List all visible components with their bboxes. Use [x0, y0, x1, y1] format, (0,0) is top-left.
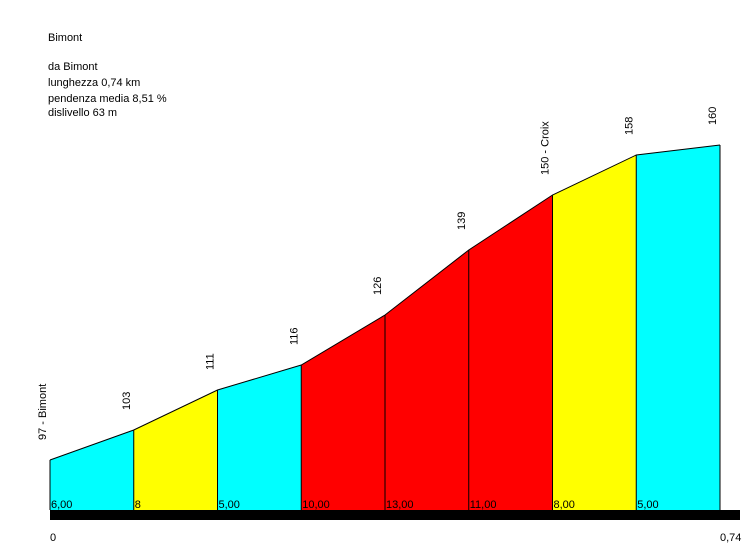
profile-line	[49, 144, 721, 461]
segment-area-5	[385, 250, 469, 510]
segment-area-8	[636, 145, 720, 510]
distance-axis-bar	[50, 510, 740, 520]
length-label: lunghezza 0,74 km	[48, 77, 141, 89]
gradient-label-8: 5,00	[637, 499, 658, 511]
segment-area-6	[468, 195, 553, 510]
altitude-label-8: 158	[623, 117, 635, 135]
profile-title: Bimont	[48, 32, 83, 44]
altitude-label-6: 139	[456, 212, 468, 230]
segment-area-7	[552, 155, 637, 510]
gradient-label-2: 8	[135, 499, 141, 511]
gradient-label-5: 13,00	[386, 499, 414, 511]
altitude-label-7: 150 - Croix	[540, 121, 552, 175]
avg-gradient-label: pendenza media 8,51 %	[48, 93, 167, 105]
altitude-label-5: 126	[372, 277, 384, 295]
elevation-gain-label: dislivello 63 m	[48, 107, 118, 119]
altitude-label-4: 116	[288, 327, 300, 345]
altitude-label-3: 111	[205, 353, 217, 370]
segment-area-1	[50, 430, 134, 510]
gradient-label-7: 8,00	[554, 499, 575, 511]
altitude-label-1: 97 - Bimont	[37, 384, 49, 440]
gradient-label-4: 10,00	[302, 499, 330, 511]
x-start-label: 0	[50, 532, 56, 544]
x-end-label: 0,74	[720, 532, 741, 544]
altitude-label-2: 103	[121, 392, 133, 410]
segment-area-4	[301, 315, 385, 510]
start-label: da Bimont	[48, 61, 98, 73]
segment-area-3	[217, 365, 302, 510]
gradient-label-6: 11,00	[470, 499, 497, 511]
altitude-label-9: 160	[707, 107, 719, 125]
gradient-label-3: 5,00	[219, 499, 240, 511]
segment-area-2	[133, 390, 218, 510]
gradient-label-1: 6,00	[51, 499, 72, 511]
